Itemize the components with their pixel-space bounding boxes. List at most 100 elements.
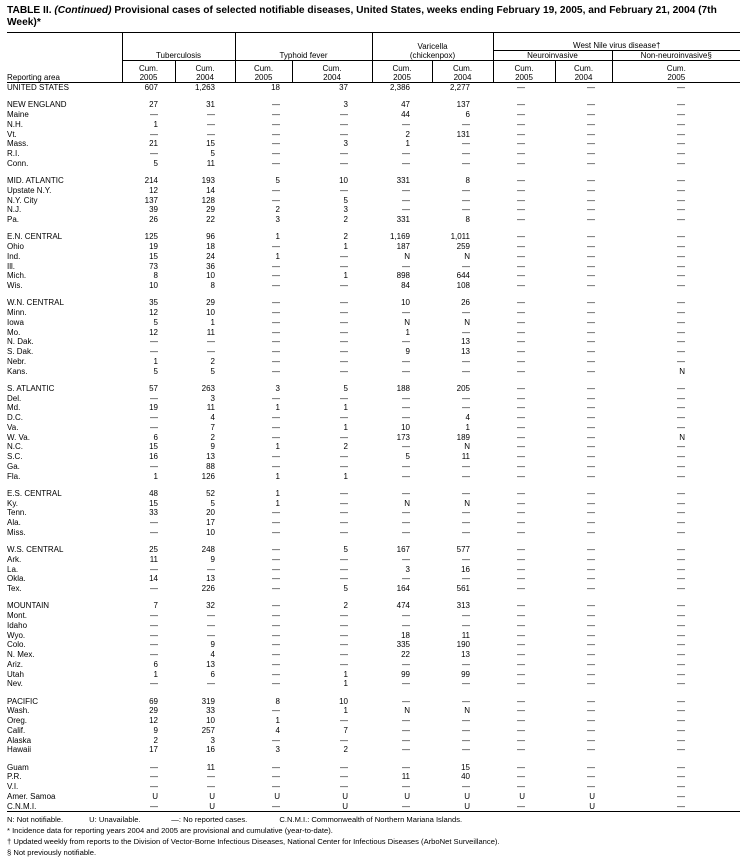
table-cell: —	[402, 205, 410, 215]
table-cell: —	[517, 205, 525, 215]
table-cell: —	[462, 574, 470, 584]
table-cell: 173	[396, 432, 410, 442]
reporting-area-name: N.C.	[7, 442, 23, 452]
table-cell: —	[207, 679, 215, 689]
table-cell: 3	[405, 564, 410, 574]
table-cell: —	[272, 554, 280, 564]
table-cell: 9	[405, 347, 410, 356]
table-cell: —	[587, 471, 595, 481]
table-cell: —	[340, 640, 348, 650]
table-cell: 32	[206, 601, 215, 611]
table-cell: —	[272, 584, 280, 593]
table-cell: 10	[401, 298, 410, 308]
table-cell: 11	[206, 762, 215, 772]
reporting-area-name: Idaho	[7, 620, 28, 630]
table-cell: —	[587, 601, 595, 611]
reporting-area-name: Upstate N.Y.	[7, 185, 52, 195]
table-cell: —	[517, 327, 525, 337]
table-cell: 1	[275, 716, 280, 725]
table-cell: 1	[153, 356, 158, 366]
footnote-star: * Incidence data for reporting years 200…	[7, 826, 333, 835]
table-cell: 12	[149, 716, 158, 725]
table-cell: 99	[401, 669, 410, 679]
table-row: Ind. 15 24 1 — N N — — —	[7, 252, 740, 262]
table-cell: —	[272, 527, 280, 537]
table-cell: N	[464, 442, 470, 452]
table-row: NEW ENGLAND 27 31 — 3 47 137 — — —	[7, 100, 740, 110]
table-cell: —	[517, 735, 525, 745]
table-cell: —	[677, 461, 685, 471]
table-cell: —	[517, 471, 525, 481]
table-row: Ky. 15 5 1 — N N — — —	[7, 499, 740, 509]
table-row: Ohio 19 18 — 1 187 259 — — —	[7, 242, 740, 252]
reporting-area-name: Calif.	[7, 725, 26, 735]
reporting-area-name: Utah	[7, 669, 24, 679]
table-cell: —	[677, 281, 685, 290]
cum-label: Cum.	[195, 64, 215, 73]
reporting-area-name: W.N. CENTRAL	[7, 298, 64, 308]
table-row: S.C. 16 13 — — 5 11 — — —	[7, 452, 740, 462]
footnote-section: § Not previously notifiable.	[7, 848, 97, 857]
reporting-area-name: Wis.	[7, 281, 23, 290]
table-row: Calif. 9 257 4 7 — — — — —	[7, 726, 740, 736]
table-cell: 96	[206, 232, 215, 242]
table-cell: —	[402, 149, 410, 158]
table-row: Nev. — — — 1 — — — — —	[7, 679, 740, 689]
table-row: Nebr. 1 2 — — — — — — —	[7, 357, 740, 367]
table-cell: —	[587, 518, 595, 527]
table-cell: —	[340, 261, 348, 271]
table-cell: —	[587, 527, 595, 537]
table-row: Del. — 3 — — — — — — —	[7, 394, 740, 404]
reporting-area-name: Ga.	[7, 461, 20, 471]
table-cell: 5	[275, 176, 280, 185]
reporting-area-name: Mich.	[7, 271, 27, 281]
table-row: S. ATLANTIC 57 263 3 5 188 205 — — —	[7, 384, 740, 394]
table-cell: —	[462, 527, 470, 537]
footnotes: N: Not notifiable. U: Unavailable. —: No…	[7, 811, 740, 858]
table-cell: 4	[210, 650, 215, 659]
table-title: TABLE II. (Continued) Provisional cases …	[7, 5, 732, 29]
table-cell: —	[517, 498, 525, 508]
table-cell: —	[677, 488, 685, 498]
table-cell: —	[462, 119, 470, 129]
header-cum-2004-col6: Cum. 2004	[431, 60, 493, 83]
table-cell: —	[402, 801, 410, 811]
table-cell: 19	[149, 403, 158, 413]
table-cell: 40	[461, 772, 470, 782]
table-cell: 1	[405, 327, 410, 337]
table-cell: N	[404, 498, 410, 508]
table-cell: —	[517, 452, 525, 461]
header-varicella: Varicella	[371, 32, 493, 51]
table-cell: 14	[149, 574, 158, 584]
table-cell: —	[587, 261, 595, 271]
table-cell: 73	[149, 261, 158, 271]
table-cell: —	[677, 527, 685, 537]
table-cell: —	[462, 139, 470, 149]
table-cell: 15	[149, 498, 158, 508]
reporting-area-name: Hawaii	[7, 745, 32, 755]
title-prefix: TABLE II.	[7, 5, 55, 16]
header-cum-2005-col3: Cum. 2005	[234, 60, 292, 83]
table-cell: —	[462, 659, 470, 669]
table-cell: —	[677, 696, 685, 706]
table-cell: —	[587, 317, 595, 327]
table-cell: 11	[206, 158, 215, 168]
header-cum-2004-col4: Cum. 2004	[291, 60, 372, 83]
table-cell: 5	[343, 195, 348, 205]
table-body: UNITED STATES 607 1,263 18 37 2,386 2,277— — — NE…	[7, 83, 740, 811]
table-cell: —	[272, 298, 280, 308]
table-cell: —	[587, 745, 595, 755]
table-cell: —	[462, 185, 470, 195]
reporting-area-name: Vt.	[7, 129, 17, 139]
table-cell: —	[677, 706, 685, 716]
year-label: 2004	[574, 73, 593, 82]
table-row: Mass. 21 15 — 3 1 — — — —	[7, 139, 740, 149]
table-cell: 5	[210, 149, 215, 158]
table-cell: N	[464, 251, 470, 261]
table-cell: 8	[210, 281, 215, 290]
table-cell: —	[587, 242, 595, 251]
table-cell: 35	[149, 298, 158, 308]
table-cell: 37	[339, 83, 348, 92]
table-cell: —	[272, 337, 280, 347]
table-cell: 10	[339, 696, 348, 706]
